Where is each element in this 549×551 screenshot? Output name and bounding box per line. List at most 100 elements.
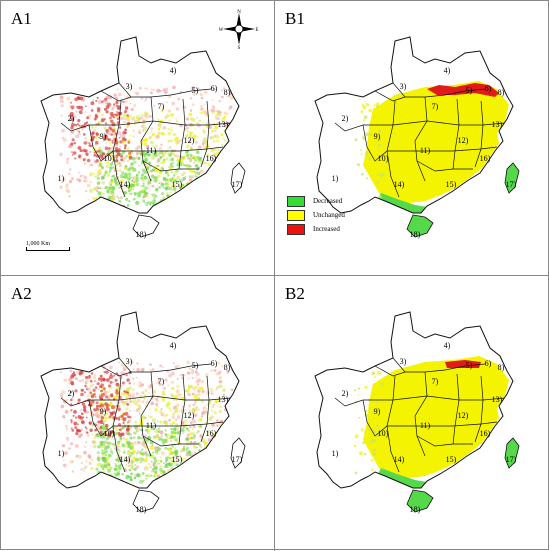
region-label: 2) [68, 114, 75, 123]
region-label: 11) [146, 421, 157, 430]
legend-item: Unchanged [287, 209, 345, 221]
region-label: 9) [374, 132, 381, 141]
region-label: 16) [206, 154, 217, 163]
region-label: 11) [420, 421, 431, 430]
panel-label-b1: B1 [285, 9, 305, 28]
map-a1: 1) 2) 3) 4) 5) 6) 7) 8) 9) 10) 11) 12) 13) 14) 15) 16) 1… [40, 36, 246, 239]
region-label: 18) [136, 230, 147, 239]
region-label: 4) [444, 66, 451, 75]
region-label: 3) [126, 357, 133, 366]
region-label: 15) [446, 455, 457, 464]
region-label: 8) [498, 363, 505, 372]
region-label: 10) [378, 429, 389, 438]
panel-b1: 1) 2) 3) 4) 5) 6) 7) 8) 9) 10) 11) 12) 13) 14) 15) 16) 1… [275, 1, 549, 276]
region-label: 17) [232, 180, 243, 189]
region-label: 18) [136, 505, 147, 514]
region-label: 15) [172, 455, 183, 464]
legend-swatch-unchanged [287, 209, 305, 221]
region-label: 4) [444, 341, 451, 350]
region-label: 9) [374, 407, 381, 416]
region-label: 13) [492, 395, 503, 404]
region-label: 7) [432, 102, 439, 111]
region-label: 17) [506, 455, 517, 464]
region-label: 13) [218, 120, 229, 129]
region-label: 14) [394, 455, 405, 464]
region-label: 8) [498, 88, 505, 97]
legend-item: Increased [287, 223, 345, 235]
region-label: 8) [224, 363, 231, 372]
scale-bar: 1,000 Km [26, 241, 70, 251]
region-label: 7) [432, 377, 439, 386]
region-label: 7) [158, 102, 165, 111]
region-label: 6) [211, 84, 218, 93]
panel-label-a1: A1 [11, 9, 32, 28]
compass-icon: N S E W [219, 9, 259, 51]
region-label: 9) [100, 132, 107, 141]
region-label: 1) [58, 449, 65, 458]
map-b2: 1) 2) 3) 4) 5) 6) 7) 8) 9) 10) 11) 12) 13) 14) 15) 16) 1… [314, 311, 520, 514]
region-label: 12) [184, 136, 195, 145]
region-label: 17) [232, 455, 243, 464]
scale-bar-label: 1,000 Km [26, 241, 50, 247]
region-label: 5) [192, 361, 199, 370]
region-label: 1) [332, 449, 339, 458]
region-label: 13) [218, 395, 229, 404]
region-label: 14) [394, 180, 405, 189]
compass-s: S [238, 46, 241, 49]
legend-label-decreased: Decreased [313, 197, 343, 205]
region-label: 1) [332, 174, 339, 183]
region-label: 12) [184, 411, 195, 420]
region-label: 3) [400, 357, 407, 366]
region-label: 6) [211, 359, 218, 368]
region-label: 6) [485, 359, 492, 368]
region-label: 12) [458, 136, 469, 145]
map-a2: 1) 2) 3) 4) 5) 6) 7) 8) 9) 10) 11) 12) 13) 14) 15) 16) 1… [40, 311, 246, 514]
region-label: 13) [492, 120, 503, 129]
region-label: 17) [506, 180, 517, 189]
compass-n: N [237, 10, 241, 15]
panel-a2: 1) 2) 3) 4) 5) 6) 7) 8) 9) 10) 11) 12) 13) 14) 15) 16) 1… [1, 276, 275, 551]
panel-label-b2: B2 [285, 284, 305, 303]
region-label: 5) [192, 86, 199, 95]
legend-label-increased: Increased [313, 225, 340, 233]
region-label: 7) [158, 377, 165, 386]
region-label: 5) [466, 86, 473, 95]
region-label: 16) [480, 429, 491, 438]
map-b1: 1) 2) 3) 4) 5) 6) 7) 8) 9) 10) 11) 12) 13) 14) 15) 16) 1… [314, 36, 520, 239]
region-label: 14) [120, 455, 131, 464]
region-label: 11) [146, 146, 157, 155]
region-label: 10) [378, 154, 389, 163]
region-label: 12) [458, 411, 469, 420]
compass-w: W [219, 28, 224, 33]
compass-e: E [255, 28, 258, 33]
region-label: 8) [224, 88, 231, 97]
region-label: 16) [480, 154, 491, 163]
region-label: 16) [206, 429, 217, 438]
region-label: 3) [126, 82, 133, 91]
panel-a1: 1) 2) 3) 4) 5) 6) 7) 8) 9) 10) 11) 12) 13) 14) 15) 16) 1… [1, 1, 275, 276]
panel-b2: 1) 2) 3) 4) 5) 6) 7) 8) 9) 10) 11) 12) 13) 14) 15) 16) 1… [275, 276, 549, 551]
region-label: 6) [485, 84, 492, 93]
region-label: 4) [170, 66, 177, 75]
region-label: 18) [410, 505, 421, 514]
region-label: 5) [466, 361, 473, 370]
legend-swatch-decreased [287, 195, 305, 207]
region-label: 11) [420, 146, 431, 155]
region-label: 2) [342, 389, 349, 398]
region-label: 15) [172, 180, 183, 189]
region-label: 4) [170, 341, 177, 350]
region-label: 2) [68, 389, 75, 398]
region-label: 1) [58, 174, 65, 183]
region-label: 10) [104, 154, 115, 163]
legend-label-unchanged: Unchanged [313, 211, 345, 219]
legend-swatch-increased [287, 223, 305, 235]
legend-item: Decreased [287, 195, 345, 207]
region-label: 3) [400, 82, 407, 91]
panel-label-a2: A2 [11, 284, 32, 303]
region-label: 15) [446, 180, 457, 189]
region-label: 9) [100, 407, 107, 416]
legend: Decreased Unchanged Increased [287, 195, 345, 237]
region-label: 2) [342, 114, 349, 123]
region-label: 14) [120, 180, 131, 189]
